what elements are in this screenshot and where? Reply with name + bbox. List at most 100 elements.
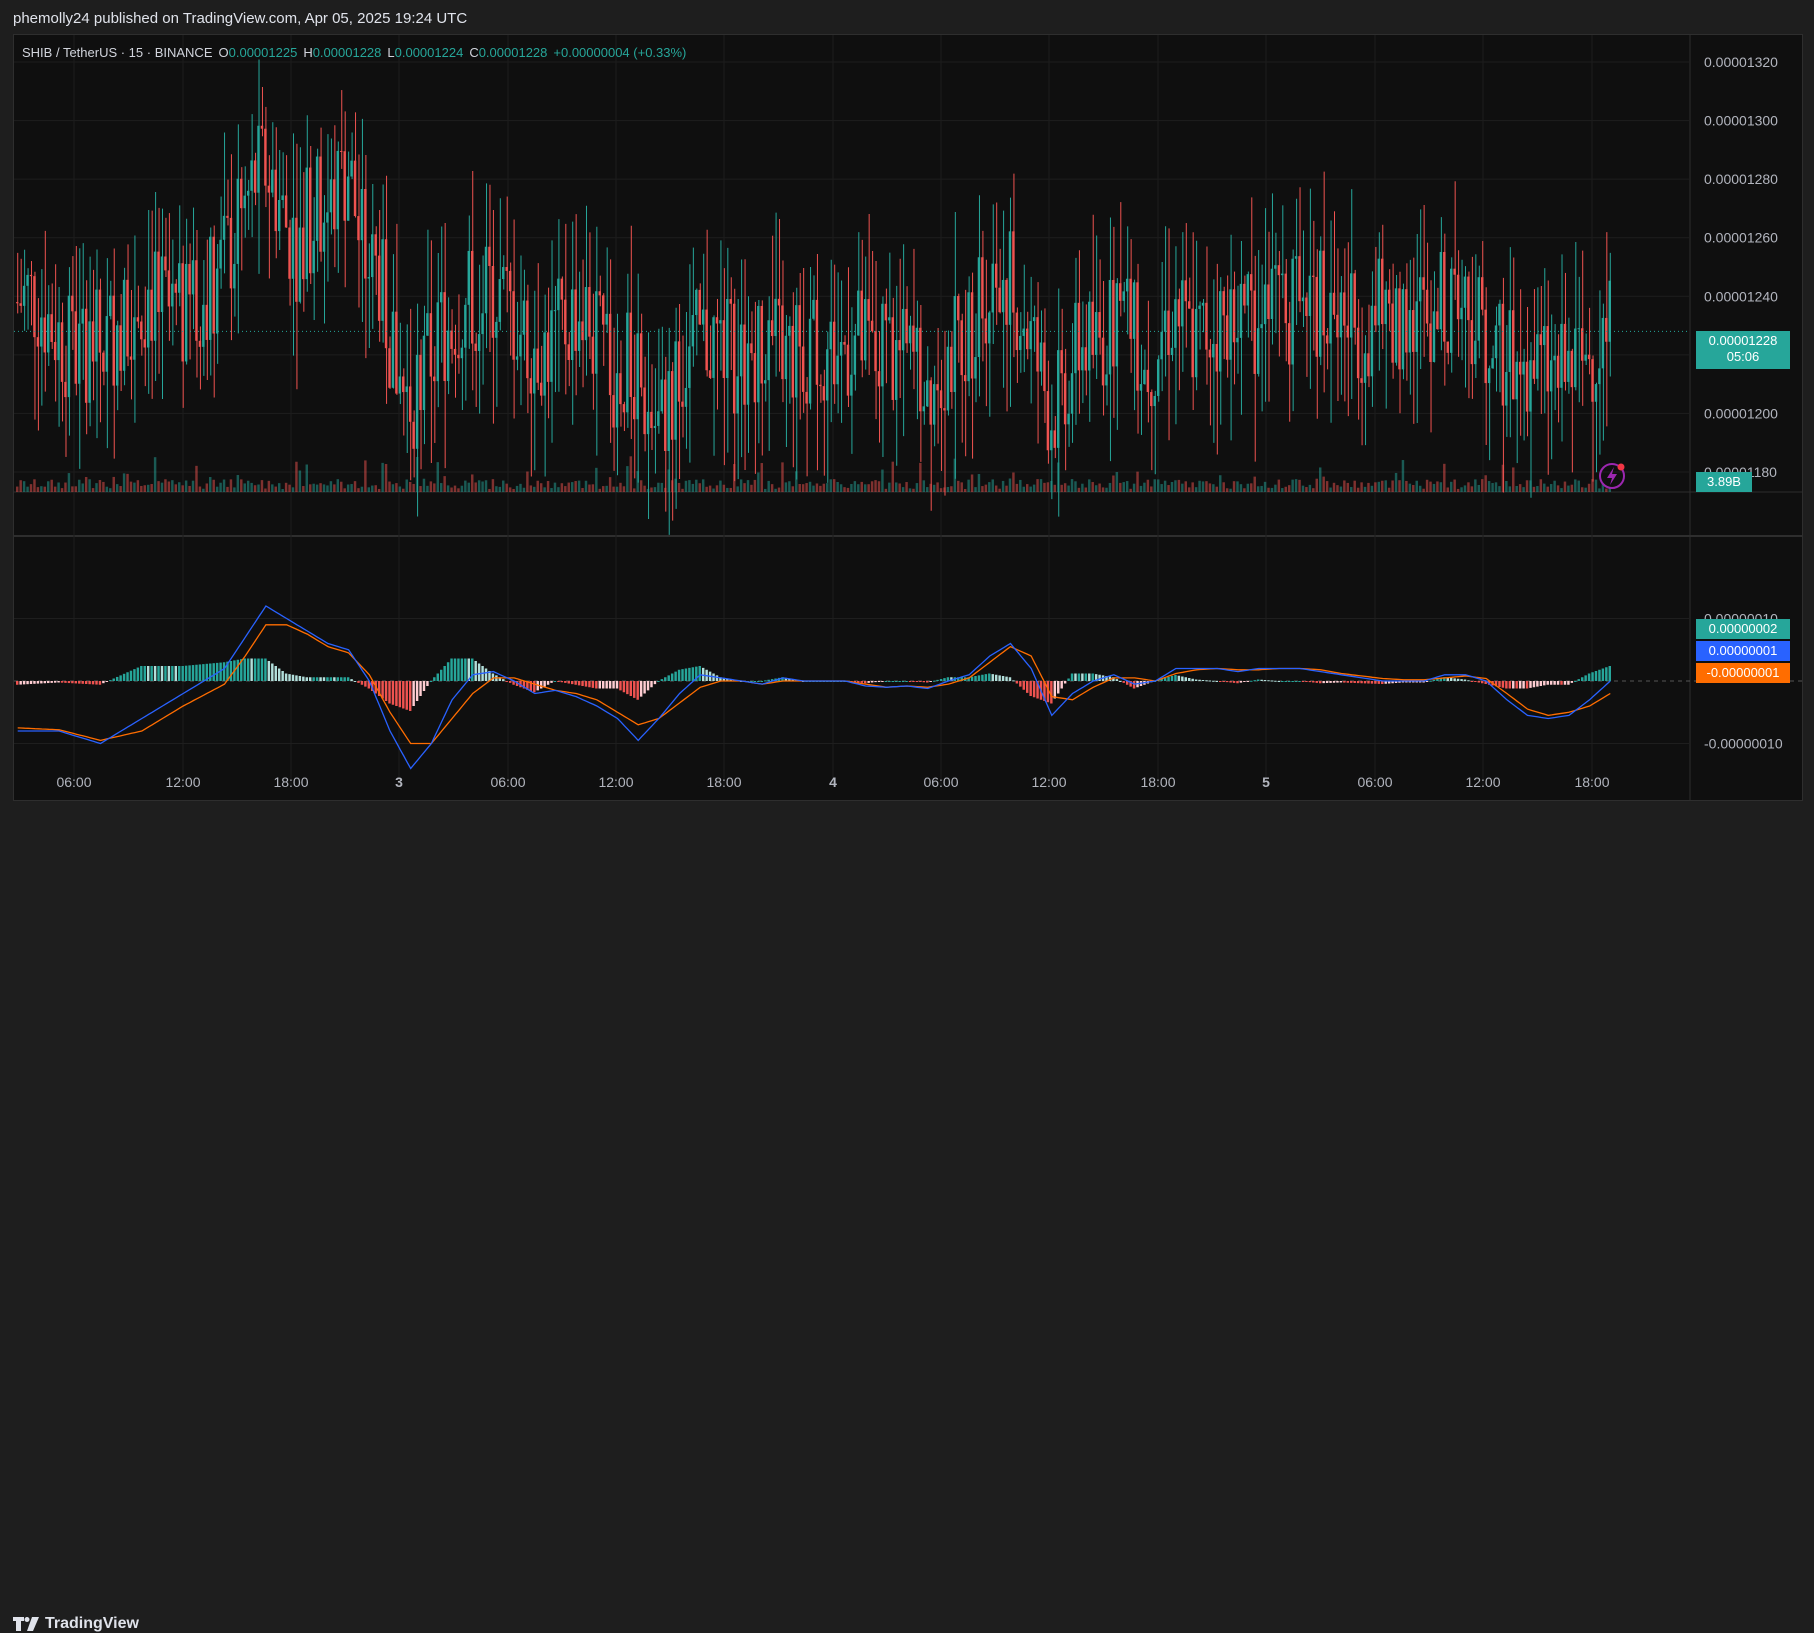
macd-hist-bar bbox=[246, 658, 250, 681]
macd-hist-bar bbox=[422, 681, 426, 691]
chart-frame[interactable] bbox=[13, 34, 1803, 801]
macd-hist-bar bbox=[143, 666, 146, 681]
macd-hist-bar bbox=[460, 658, 464, 681]
tradingview-logo[interactable]: TradingView bbox=[13, 1615, 139, 1633]
candle-body bbox=[1074, 302, 1077, 374]
volume-bar bbox=[946, 486, 950, 492]
volume-bar bbox=[712, 488, 715, 492]
candle-body bbox=[564, 299, 567, 345]
macd-hist-bar bbox=[633, 681, 636, 698]
candle-body bbox=[1039, 342, 1043, 372]
candle-body bbox=[336, 150, 340, 230]
volume-bar bbox=[1060, 484, 1063, 492]
candle-body bbox=[888, 317, 891, 321]
volume-bar bbox=[977, 474, 981, 492]
lightning-icon-dot bbox=[1617, 463, 1625, 471]
candle-body bbox=[1284, 273, 1287, 324]
volume-bar bbox=[419, 486, 422, 492]
macd-hist-bar bbox=[898, 681, 901, 682]
macd-hist-bar bbox=[888, 681, 891, 682]
volume-bar bbox=[1174, 480, 1177, 492]
candle-body bbox=[584, 287, 588, 341]
macd-hist-bar bbox=[1401, 681, 1405, 683]
volume-bar bbox=[1536, 486, 1539, 492]
volume-bar bbox=[619, 482, 622, 492]
candle-body bbox=[415, 354, 419, 449]
volume-bar bbox=[105, 486, 109, 492]
macd-hist-bar bbox=[1360, 681, 1363, 684]
volume-bar bbox=[774, 488, 777, 492]
volume-bar bbox=[126, 473, 129, 492]
candle-body bbox=[836, 355, 839, 385]
candle-body bbox=[222, 215, 226, 240]
volume-bar bbox=[998, 488, 1001, 492]
macd-hist-bar bbox=[229, 661, 233, 681]
volume-bar bbox=[1512, 467, 1515, 492]
volume-bar bbox=[519, 483, 522, 492]
macd-hist-bar bbox=[1318, 681, 1322, 684]
volume-bar bbox=[1425, 479, 1429, 492]
candle-body bbox=[205, 304, 209, 340]
candle-body bbox=[1070, 373, 1074, 414]
volume-bar bbox=[1184, 481, 1188, 492]
symbol-name[interactable]: SHIB / TetherUS · 15 · BINANCE bbox=[22, 45, 213, 60]
volume-bar bbox=[1212, 484, 1215, 492]
candle-body bbox=[1346, 325, 1350, 338]
macd-hist-bar bbox=[16, 681, 19, 685]
volume-bar bbox=[1160, 484, 1163, 492]
macd-line bbox=[17, 605, 1611, 770]
volume-bar bbox=[570, 482, 574, 492]
macd-hist-bar bbox=[1256, 679, 1260, 681]
volume-bar bbox=[1429, 481, 1432, 492]
macd-hist-bar bbox=[1025, 681, 1029, 693]
volume-bar bbox=[1460, 487, 1463, 492]
volume-bar bbox=[319, 483, 322, 492]
macd-hist-bar bbox=[1570, 681, 1574, 683]
volume-bar bbox=[829, 479, 832, 492]
volume-bar bbox=[274, 486, 277, 492]
candle-body bbox=[1174, 299, 1177, 348]
macd-hist-bar bbox=[784, 677, 788, 681]
volume-bar bbox=[1387, 487, 1391, 492]
candle-body bbox=[1029, 321, 1032, 350]
macd-hist-bar bbox=[53, 681, 57, 683]
volume-bar bbox=[195, 465, 198, 492]
macd-hist-bar bbox=[357, 681, 360, 683]
last-price-value: 0.00001228 bbox=[1708, 333, 1778, 348]
macd-hist-bar bbox=[322, 677, 326, 681]
candle-body bbox=[801, 346, 805, 392]
macd-hist-bar bbox=[1115, 679, 1119, 681]
chart-canvas[interactable]: 0.000011800.000012000.000012200.00001240… bbox=[0, 0, 1814, 846]
volume-bar bbox=[1543, 483, 1546, 492]
candle-body bbox=[1525, 361, 1529, 412]
macd-hist-bar bbox=[1446, 677, 1449, 681]
macd-hist-bar bbox=[1232, 681, 1236, 683]
macd-hist-bar bbox=[881, 681, 884, 682]
volume-bar bbox=[1470, 486, 1474, 492]
volume-bar bbox=[963, 488, 967, 492]
volume-bar bbox=[453, 485, 457, 492]
candle-body bbox=[1415, 301, 1418, 352]
candle-body bbox=[667, 371, 670, 452]
volume-bar bbox=[826, 483, 829, 492]
candle-body bbox=[381, 239, 384, 321]
macd-hist-bar bbox=[615, 681, 619, 689]
candle-body bbox=[57, 322, 60, 361]
macd-hist-bar bbox=[970, 676, 974, 681]
macd-hist-bar bbox=[722, 677, 726, 681]
volume-bar bbox=[1432, 483, 1436, 492]
macd-hist-bar bbox=[626, 681, 629, 695]
macd-hist-bar bbox=[1405, 681, 1408, 683]
candle-body bbox=[781, 305, 784, 380]
macd-hist-bar bbox=[1181, 676, 1184, 681]
candle-body bbox=[1453, 268, 1456, 275]
volume-bar bbox=[705, 486, 708, 492]
candle-body bbox=[795, 305, 798, 398]
candle-body bbox=[257, 125, 260, 193]
candle-body bbox=[1301, 297, 1305, 302]
candle-body bbox=[1356, 327, 1360, 379]
volume-bar bbox=[164, 479, 167, 492]
macd-hist-bar bbox=[405, 681, 408, 710]
macd-hist-bar bbox=[1381, 681, 1384, 684]
macd-hist-bar bbox=[329, 677, 333, 681]
